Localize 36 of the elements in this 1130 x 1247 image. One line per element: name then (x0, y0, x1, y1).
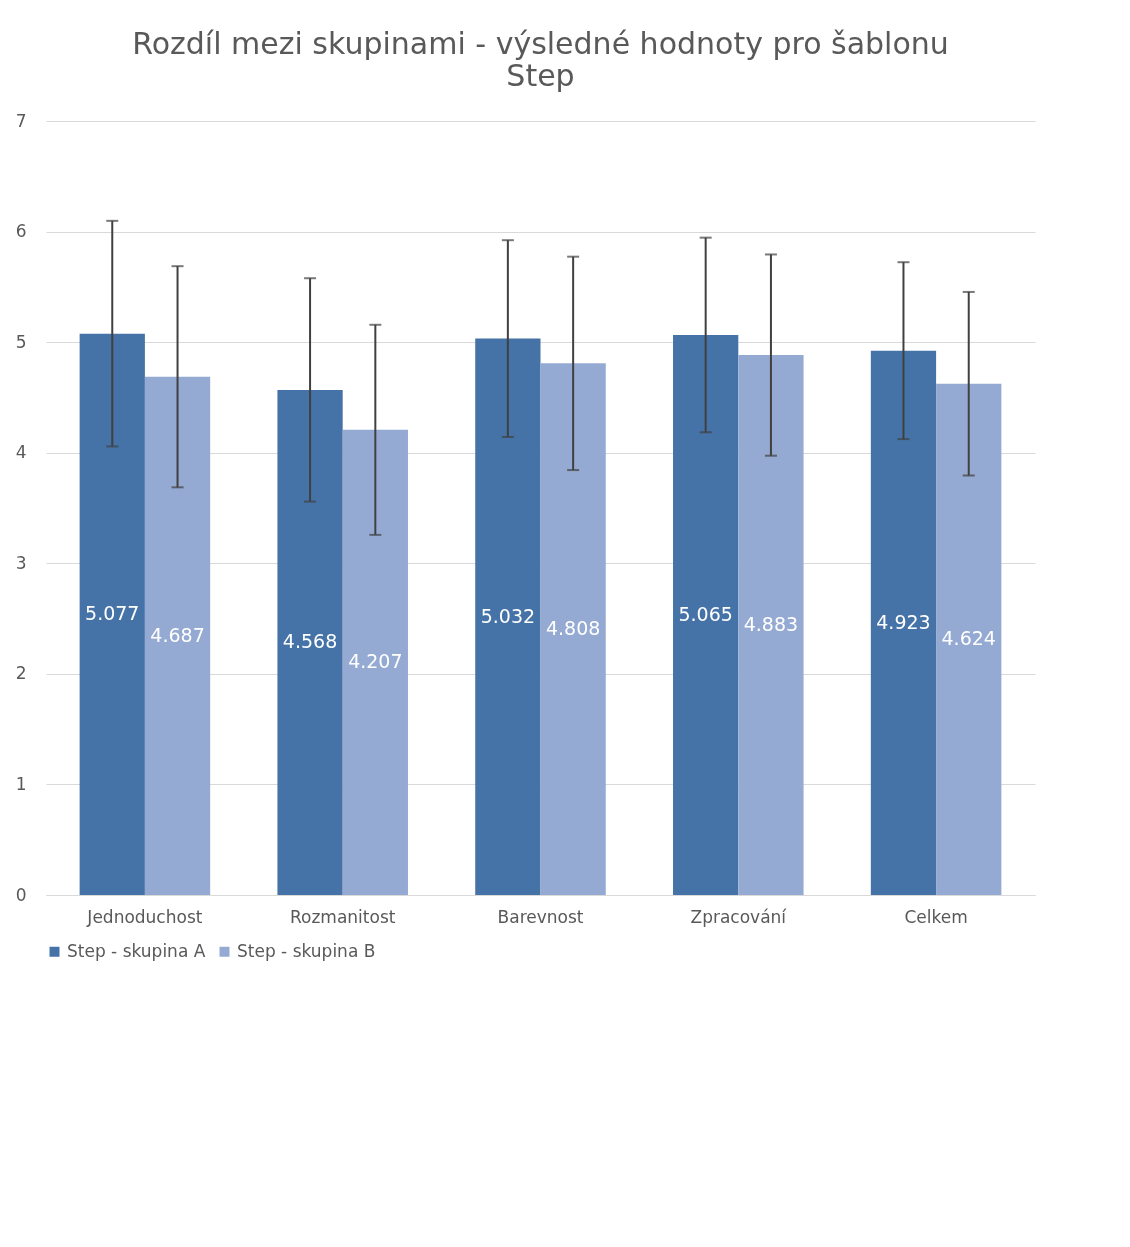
bar (277, 389, 343, 895)
x-tick-label: Rozmanitost (289, 906, 396, 927)
y-tick-label: 2 (15, 663, 27, 684)
bar (870, 350, 937, 895)
y-tick-label: 3 (15, 552, 27, 573)
x-tick-label: Celkem (904, 906, 968, 927)
y-tick-label: 6 (15, 221, 27, 242)
bar (738, 355, 804, 895)
data-label: 4.687 (150, 623, 205, 646)
bar (144, 376, 211, 895)
data-label: 4.624 (941, 627, 996, 650)
bar (936, 383, 1002, 895)
y-tick-label: 7 (15, 110, 27, 131)
data-label: 5.032 (480, 604, 536, 627)
data-label: 4.923 (876, 610, 931, 633)
data-label: 4.808 (545, 617, 601, 640)
y-tick-label: 4 (15, 442, 27, 463)
data-label: 5.077 (85, 602, 140, 625)
data-label: 4.207 (348, 650, 403, 673)
legend-label: Step - skupina B (237, 940, 376, 961)
bar (540, 363, 606, 895)
legend-label: Step - skupina A (67, 940, 206, 961)
bar (475, 338, 541, 895)
data-label: 4.568 (282, 630, 338, 653)
x-tick-label: Jednoduchost (86, 906, 203, 927)
bar (79, 333, 145, 895)
y-tick-label: 1 (15, 773, 27, 794)
x-tick-label: Zpracování (690, 906, 788, 927)
y-tick-label: 0 (15, 884, 27, 905)
data-label: 5.065 (678, 602, 733, 625)
x-tick-label: Barevnost (497, 906, 584, 927)
bar (342, 429, 408, 895)
bar (673, 334, 739, 895)
text: Rozdíl mezi skupinami - výsledné hodnoty pro šablonu (132, 26, 949, 61)
data-label: 4.883 (743, 613, 799, 636)
y-tick-label: 5 (15, 331, 27, 352)
